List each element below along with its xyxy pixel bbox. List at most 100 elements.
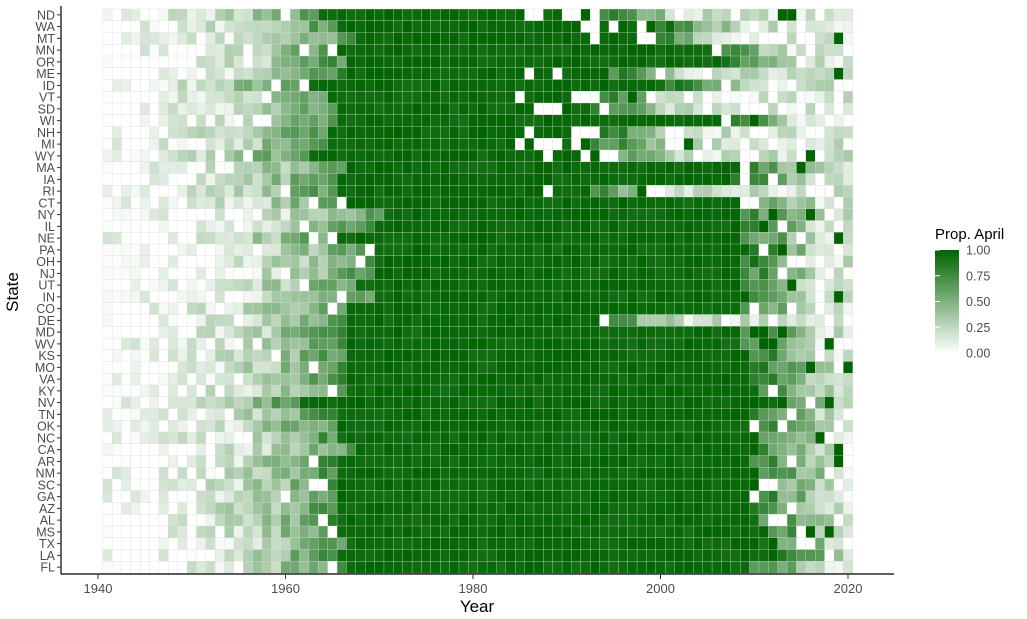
heatmap-cell xyxy=(140,361,150,374)
heatmap-cell xyxy=(702,67,713,80)
y-tick-label-nm: NM xyxy=(36,467,55,481)
heatmap-cell xyxy=(327,431,338,445)
heatmap-cell xyxy=(683,408,694,421)
heatmap-cell xyxy=(299,478,310,492)
heatmap-cell xyxy=(515,396,525,409)
heatmap-cell xyxy=(824,302,835,315)
heatmap-cell xyxy=(636,490,647,503)
heatmap-cell xyxy=(543,102,554,116)
heatmap-cell xyxy=(290,55,300,69)
heatmap-cell xyxy=(627,396,638,409)
heatmap-cell xyxy=(655,232,666,245)
heatmap-cell xyxy=(318,349,329,362)
heatmap-cell xyxy=(674,185,685,198)
heatmap-cell xyxy=(261,396,272,409)
heatmap-cell xyxy=(590,185,600,198)
heatmap-cell xyxy=(505,114,516,127)
heatmap-cell xyxy=(186,196,197,210)
heatmap-cell xyxy=(758,361,769,374)
heatmap-cell xyxy=(290,361,300,374)
heatmap-cell xyxy=(777,196,788,210)
heatmap-cell xyxy=(252,490,263,503)
heatmap-cell xyxy=(580,326,591,339)
heatmap-cell xyxy=(674,220,685,233)
heatmap-cell xyxy=(186,361,197,374)
heatmap-cell xyxy=(149,396,160,409)
heatmap-cell xyxy=(608,173,619,186)
heatmap-cell xyxy=(561,302,572,315)
heatmap-cell xyxy=(374,220,385,233)
heatmap-cell xyxy=(252,243,263,257)
heatmap-cell xyxy=(730,290,741,304)
heatmap-cell xyxy=(102,431,113,445)
heatmap-cell xyxy=(561,102,572,116)
heatmap-cell xyxy=(618,138,629,151)
heatmap-cell xyxy=(215,290,225,304)
heatmap-cell xyxy=(430,455,441,468)
heatmap-cell xyxy=(318,138,329,151)
heatmap-cell xyxy=(290,44,300,57)
heatmap-cell xyxy=(121,279,132,292)
heatmap-cell xyxy=(711,208,722,221)
heatmap-cell xyxy=(243,114,254,127)
heatmap-cell xyxy=(758,455,769,468)
heatmap-cell xyxy=(140,20,150,33)
heatmap-cell xyxy=(336,20,347,33)
heatmap-cell xyxy=(758,408,769,421)
heatmap-cell xyxy=(383,408,394,421)
heatmap-cell xyxy=(777,243,788,257)
heatmap-cell xyxy=(252,537,263,550)
heatmap-cell xyxy=(186,79,197,92)
heatmap-cell xyxy=(224,279,235,292)
heatmap-cell xyxy=(205,149,216,163)
heatmap-cell xyxy=(618,126,629,139)
heatmap-cell xyxy=(580,502,591,515)
heatmap-cell xyxy=(608,232,619,245)
heatmap-cell xyxy=(411,478,422,492)
heatmap-cell xyxy=(552,290,563,304)
heatmap-cell xyxy=(121,149,132,163)
heatmap-cell xyxy=(196,114,207,127)
heatmap-cell xyxy=(402,161,413,174)
heatmap-cell xyxy=(486,514,497,527)
heatmap-cell xyxy=(224,126,235,139)
heatmap-cell xyxy=(486,79,497,92)
heatmap-cell xyxy=(261,514,272,527)
heatmap-cell xyxy=(599,279,610,292)
heatmap-cell xyxy=(599,537,610,550)
heatmap-cell xyxy=(627,537,638,550)
heatmap-cell xyxy=(440,220,450,233)
heatmap-cell xyxy=(280,561,291,574)
heatmap-cell xyxy=(777,44,788,57)
heatmap-cell xyxy=(496,549,507,562)
heatmap-cell xyxy=(430,20,441,33)
heatmap-cell xyxy=(590,79,600,92)
heatmap-cell xyxy=(458,8,469,22)
heatmap-cell xyxy=(196,267,207,280)
heatmap-cell xyxy=(327,561,338,574)
heatmap-cell xyxy=(196,431,207,445)
heatmap-cell xyxy=(505,537,516,550)
heatmap-cell xyxy=(130,396,141,409)
heatmap-cell xyxy=(196,361,207,374)
heatmap-cell xyxy=(561,279,572,292)
heatmap-cell xyxy=(627,196,638,210)
heatmap-cell xyxy=(777,149,788,163)
heatmap-cell xyxy=(252,255,263,268)
heatmap-cell xyxy=(140,490,150,503)
heatmap-cell xyxy=(224,349,235,362)
heatmap-cell xyxy=(561,232,572,245)
heatmap-cell xyxy=(158,525,169,539)
heatmap-cell xyxy=(561,373,572,386)
heatmap-cell xyxy=(430,208,441,221)
heatmap-cell xyxy=(402,349,413,362)
heatmap-cell xyxy=(768,185,779,198)
heatmap-cell xyxy=(674,79,685,92)
heatmap-cell xyxy=(215,349,225,362)
heatmap-cell xyxy=(505,337,516,351)
heatmap-cell xyxy=(365,20,375,33)
heatmap-cell xyxy=(158,549,169,562)
heatmap-cell xyxy=(815,149,825,163)
heatmap-cell xyxy=(421,490,432,503)
heatmap-cell xyxy=(271,267,282,280)
